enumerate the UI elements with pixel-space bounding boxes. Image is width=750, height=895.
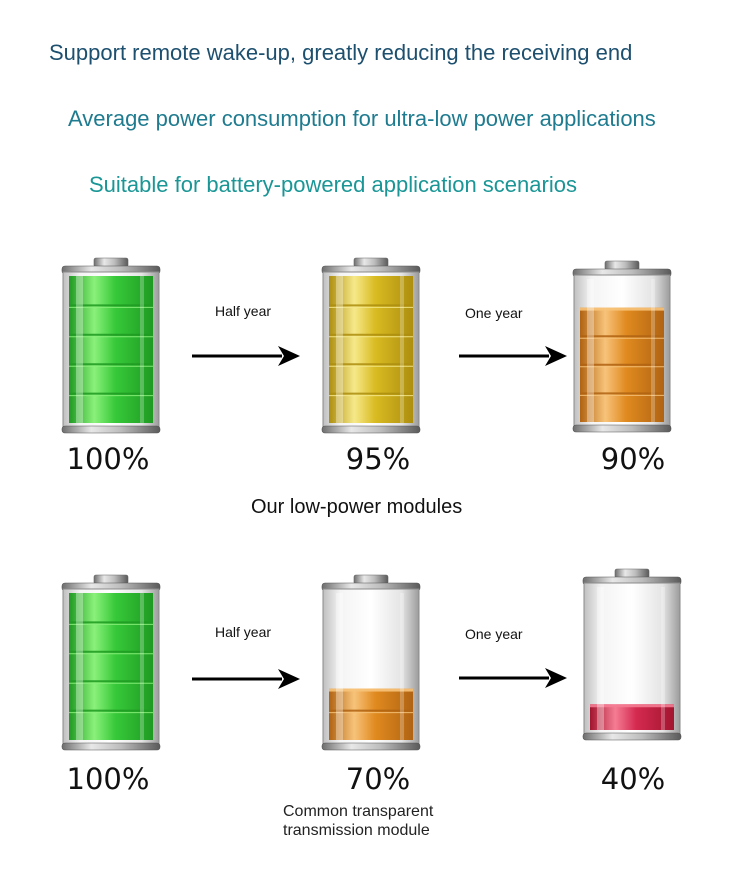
battery-charge-fill (329, 276, 413, 423)
battery-fill-top-edge (329, 688, 413, 692)
battery-terminal (353, 257, 389, 268)
percent-label: 70% (345, 762, 411, 796)
battery-glass-highlight (597, 587, 604, 730)
arrow-label-one-year-top: One year (465, 305, 523, 321)
battery-charge-fill (590, 704, 674, 730)
battery-glass-highlight (336, 276, 343, 423)
caption-line: transmission module (283, 822, 430, 839)
percent-label: 40% (600, 762, 666, 796)
row-caption-common-module: Common transparent transmission module (283, 802, 433, 840)
battery-top-1 (61, 257, 161, 434)
arrow-label-one-year-bottom: One year (465, 626, 523, 642)
row-caption-low-power: Our low-power modules (251, 496, 463, 518)
battery-glass-highlight (140, 276, 144, 423)
battery-terminal (614, 568, 650, 579)
battery-top-3 (572, 260, 672, 433)
battery-glass-highlight (400, 276, 404, 423)
battery-charge-fill (69, 593, 153, 740)
battery-glass-highlight (76, 276, 83, 423)
battery-charge-fill (329, 688, 413, 740)
arrow-right-icon (459, 346, 567, 366)
arrow-right-icon (192, 346, 300, 366)
battery-glass-highlight (76, 593, 83, 740)
battery-terminal (604, 260, 640, 271)
battery-glass-highlight (400, 593, 404, 740)
battery-bottom-cap (582, 732, 682, 741)
battery-glass-highlight (651, 279, 655, 422)
percent-label: 95% (345, 442, 411, 476)
headline-battery-powered: Suitable for battery-powered application… (89, 172, 577, 197)
arrow-right-icon (192, 669, 300, 689)
battery-bottom-3 (582, 568, 682, 741)
arrow-label-half-year-bottom: Half year (215, 624, 272, 640)
battery-bottom-2 (321, 574, 421, 751)
battery-glass-highlight (661, 587, 665, 730)
arrow-right-icon (459, 668, 567, 688)
battery-glass-highlight (140, 593, 144, 740)
percent-label: 100% (66, 442, 150, 476)
battery-bottom-cap (61, 425, 161, 434)
headline-remote-wakeup: Support remote wake-up, greatly reducing… (49, 40, 633, 65)
battery-fill-top-edge (580, 307, 664, 311)
percent-label: 100% (66, 762, 150, 796)
battery-terminal (93, 257, 129, 268)
battery-top-2 (321, 257, 421, 434)
headline-average-power: Average power consumption for ultra-low … (68, 106, 656, 131)
battery-bottom-cap (321, 425, 421, 434)
battery-bottom-1 (61, 574, 161, 751)
battery-glass-highlight (587, 279, 594, 422)
battery-glass-highlight (336, 593, 343, 740)
battery-bottom-cap (572, 424, 672, 433)
battery-terminal (353, 574, 389, 585)
arrow-label-half-year-top: Half year (215, 303, 272, 319)
battery-charge-fill (69, 276, 153, 423)
caption-line: Common transparent (283, 803, 434, 820)
battery-fill-top-edge (590, 704, 674, 708)
battery-bottom-cap (61, 742, 161, 751)
percent-label: 90% (600, 442, 666, 476)
battery-terminal (93, 574, 129, 585)
battery-bottom-cap (321, 742, 421, 751)
